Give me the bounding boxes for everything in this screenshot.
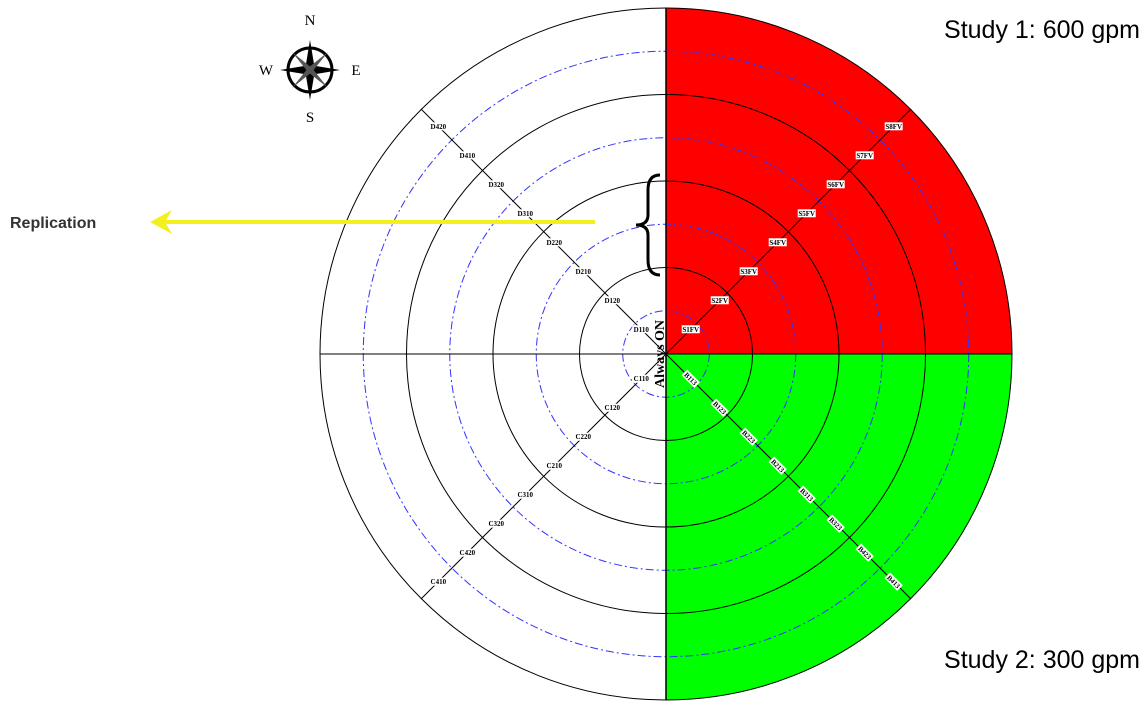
label-bg (739, 267, 758, 276)
spoke-label: S1FV (682, 326, 699, 334)
diagonal (420, 108, 912, 600)
label-bg (739, 427, 758, 446)
spoke-label: S7FV (856, 152, 873, 160)
label-bg (574, 432, 593, 441)
spoke-label: D320 (489, 181, 505, 189)
spoke-label: D410 (460, 152, 476, 160)
label-bg (855, 151, 874, 160)
spoke-label: C310 (518, 491, 534, 499)
label-bg (884, 122, 903, 131)
spoke-label: D420 (431, 123, 447, 131)
spoke-label: S6FV (827, 181, 844, 189)
spoke-label: S3FV (740, 268, 757, 276)
label-bg (826, 180, 845, 189)
label-bg (487, 180, 506, 189)
label-bg (826, 514, 845, 533)
label-bg (768, 238, 787, 247)
label-bg (516, 209, 535, 218)
spoke-label: S8FV (885, 123, 902, 131)
label-bg (429, 577, 448, 586)
axes (320, 8, 1012, 700)
label-bg (545, 238, 564, 247)
spoke-label: S4FV (769, 239, 786, 247)
label-bg (632, 325, 651, 334)
label-bg (797, 485, 816, 504)
label-bg (603, 296, 622, 305)
label-bg (458, 548, 477, 557)
label-bg (797, 209, 816, 218)
compass-star (292, 52, 328, 88)
label-bg (545, 461, 564, 470)
center-label: Always ON (653, 320, 668, 388)
label-bg (516, 490, 535, 499)
annotation: Replication (10, 215, 96, 232)
compass-s: S (306, 110, 314, 126)
compass-n: N (305, 13, 316, 29)
label-bg (681, 325, 700, 334)
spoke-label: C210 (546, 462, 562, 470)
label-bg (768, 456, 787, 475)
label-bg (884, 572, 903, 591)
spoke-label: C420 (460, 549, 476, 557)
spoke-label: D120 (604, 297, 620, 305)
compass: N S W E (259, 13, 361, 126)
compass-w: W (259, 63, 274, 79)
label-bg (681, 369, 700, 388)
label-bg (458, 151, 477, 160)
spoke-label: S2FV (711, 297, 728, 305)
study1-label: Study 1: 600 gpm (944, 16, 1140, 44)
label-bg (710, 398, 729, 417)
spoke-label: C410 (431, 578, 447, 586)
label-bg (710, 296, 729, 305)
spoke-label: D310 (518, 210, 534, 218)
label-bg (632, 374, 651, 383)
arrow-head (150, 210, 172, 234)
label-bg (603, 403, 622, 412)
spoke-label: S5FV (798, 210, 815, 218)
spoke-label: D220 (546, 239, 562, 247)
label-bg (487, 519, 506, 528)
spoke-label: C220 (575, 433, 591, 441)
label-bg (574, 267, 593, 276)
study2-label: Study 2: 300 gpm (944, 646, 1140, 674)
spoke-label: C320 (489, 520, 505, 528)
spoke-label: C120 (604, 404, 620, 412)
compass-e: E (351, 63, 360, 79)
brace (635, 173, 661, 277)
spoke-label: C110 (634, 375, 650, 383)
label-bg (429, 122, 448, 131)
spoke-label: D210 (575, 268, 591, 276)
spoke-label: D110 (634, 326, 650, 334)
label-bg (855, 543, 874, 562)
